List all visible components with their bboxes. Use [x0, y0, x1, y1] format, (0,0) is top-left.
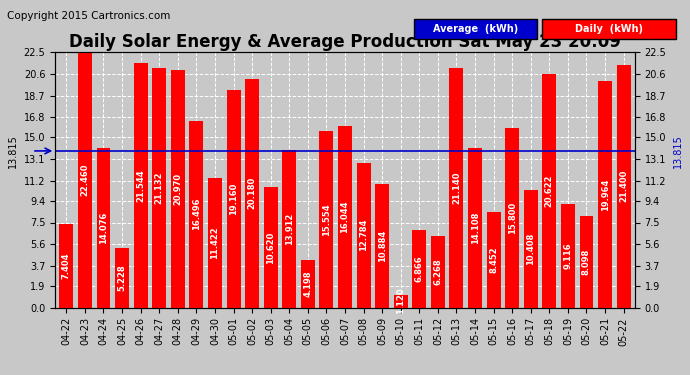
- Text: Copyright 2015 Cartronics.com: Copyright 2015 Cartronics.com: [7, 11, 170, 21]
- Text: 7.404: 7.404: [62, 252, 71, 279]
- Text: 19.160: 19.160: [229, 183, 238, 215]
- Text: 14.076: 14.076: [99, 211, 108, 244]
- Text: 15.554: 15.554: [322, 203, 331, 236]
- Bar: [152, 68, 166, 308]
- Bar: [282, 150, 296, 308]
- Text: 14.108: 14.108: [471, 211, 480, 244]
- Text: 19.964: 19.964: [600, 178, 609, 210]
- Bar: [115, 248, 129, 308]
- Bar: [505, 128, 519, 308]
- Text: 16.496: 16.496: [192, 198, 201, 230]
- Text: ► 13.815: ► 13.815: [0, 129, 3, 173]
- Text: Daily  (kWh): Daily (kWh): [575, 24, 643, 34]
- Text: 21.400: 21.400: [619, 170, 628, 202]
- Text: 5.228: 5.228: [117, 264, 126, 291]
- Text: 21.140: 21.140: [452, 171, 461, 204]
- Bar: [171, 70, 185, 308]
- Bar: [357, 163, 371, 308]
- Bar: [301, 260, 315, 308]
- Text: 12.784: 12.784: [359, 219, 368, 251]
- Bar: [394, 295, 408, 307]
- FancyBboxPatch shape: [414, 19, 538, 39]
- Bar: [561, 204, 575, 308]
- Bar: [245, 79, 259, 308]
- Text: Average  (kWh): Average (kWh): [433, 24, 518, 34]
- Text: 10.620: 10.620: [266, 231, 275, 264]
- FancyBboxPatch shape: [542, 19, 676, 39]
- Bar: [264, 187, 277, 308]
- Text: 6.268: 6.268: [433, 259, 442, 285]
- Bar: [319, 131, 333, 308]
- Bar: [449, 68, 464, 308]
- Bar: [190, 120, 204, 308]
- Text: 13.912: 13.912: [285, 213, 294, 245]
- Bar: [598, 81, 612, 308]
- Text: 22.460: 22.460: [81, 164, 90, 196]
- Text: 13.815: 13.815: [673, 134, 682, 168]
- Text: 8.452: 8.452: [489, 246, 498, 273]
- Text: 15.800: 15.800: [508, 202, 517, 234]
- Text: 10.408: 10.408: [526, 232, 535, 265]
- Text: 16.044: 16.044: [340, 200, 350, 233]
- Text: 20.622: 20.622: [545, 174, 554, 207]
- Bar: [208, 178, 222, 308]
- Text: 10.884: 10.884: [377, 230, 386, 262]
- Bar: [580, 216, 593, 308]
- Bar: [226, 90, 241, 308]
- Bar: [78, 53, 92, 307]
- Bar: [542, 74, 556, 308]
- Text: 21.544: 21.544: [136, 169, 145, 202]
- Bar: [468, 148, 482, 308]
- Bar: [524, 189, 538, 308]
- Text: 21.132: 21.132: [155, 171, 164, 204]
- Bar: [617, 65, 631, 308]
- Text: 1.120: 1.120: [396, 288, 405, 315]
- Bar: [486, 212, 500, 308]
- Bar: [375, 184, 389, 308]
- Text: 8.098: 8.098: [582, 249, 591, 275]
- Bar: [413, 230, 426, 308]
- Text: 11.422: 11.422: [210, 226, 219, 259]
- Bar: [97, 148, 110, 308]
- Text: 9.116: 9.116: [564, 243, 573, 269]
- Bar: [134, 63, 148, 308]
- Text: 20.970: 20.970: [173, 172, 182, 205]
- Title: Daily Solar Energy & Average Production Sat May 23 20:09: Daily Solar Energy & Average Production …: [69, 33, 621, 51]
- Bar: [338, 126, 352, 308]
- Text: 4.198: 4.198: [304, 270, 313, 297]
- Bar: [431, 237, 445, 308]
- Bar: [59, 224, 73, 308]
- Text: 13.815: 13.815: [8, 134, 17, 168]
- Text: 20.180: 20.180: [248, 177, 257, 209]
- Text: 6.866: 6.866: [415, 255, 424, 282]
